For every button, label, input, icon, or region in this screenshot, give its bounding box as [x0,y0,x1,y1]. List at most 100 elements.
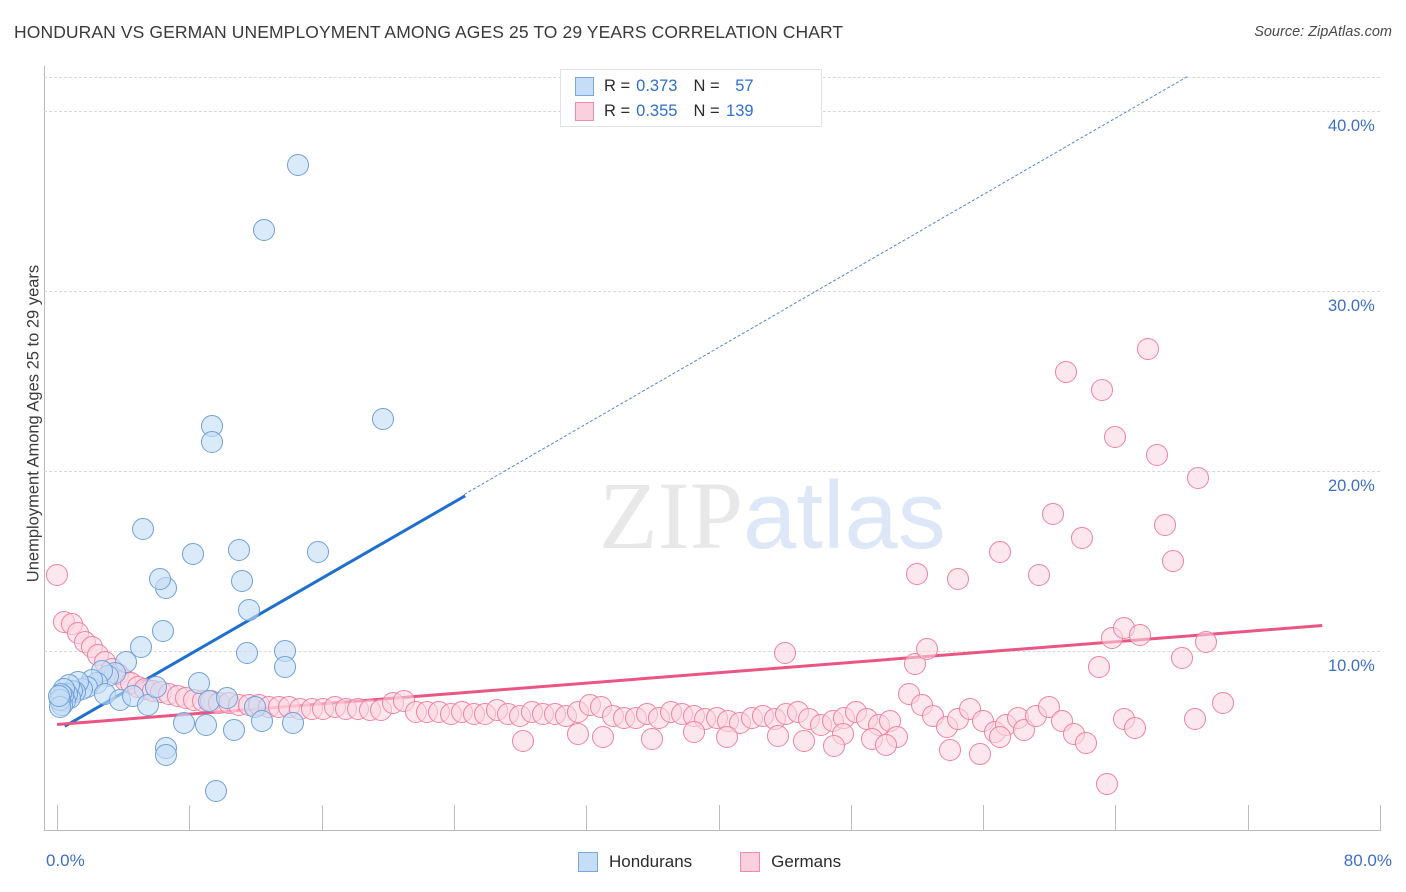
data-point-germans[interactable] [512,730,535,752]
data-point-germans[interactable] [1054,361,1077,383]
stats-r-label-germans: R = [604,102,631,120]
data-point-germans[interactable] [1211,692,1234,715]
data-point-hondurans[interactable] [48,685,71,707]
data-point-hondurans[interactable] [151,620,174,643]
data-point-germans[interactable] [823,735,846,758]
legend-swatch-germans [740,852,761,872]
data-point-germans[interactable] [773,641,796,664]
data-point-hondurans[interactable] [287,154,310,176]
data-point-germans[interactable] [1129,623,1152,646]
data-point-germans[interactable] [874,733,897,756]
data-point-germans[interactable] [591,726,614,749]
data-point-hondurans[interactable] [155,744,178,767]
x-tick-8 [189,805,191,831]
watermark-zip: ZIP [599,462,743,569]
data-point-germans[interactable] [1170,647,1193,670]
data-point-germans[interactable] [968,742,991,765]
data-point-germans[interactable] [988,726,1011,749]
data-point-germans[interactable] [1091,379,1114,401]
data-point-germans[interactable] [1137,337,1160,360]
x-tick-80 [1380,805,1381,831]
data-point-hondurans[interactable] [145,676,168,698]
legend-swatch-hondurans [578,852,598,872]
data-point-hondurans[interactable] [131,517,154,540]
y-tick-label-10: 10.0% [1328,657,1375,675]
data-point-germans[interactable] [1187,467,1210,490]
data-point-germans[interactable] [1104,425,1127,448]
data-point-hondurans[interactable] [216,686,239,709]
data-point-hondurans[interactable] [307,541,330,563]
stats-r-value-hondurans: 0.373 [636,77,678,95]
x-tick-56 [983,805,985,831]
data-point-germans[interactable] [939,739,962,761]
data-point-hondurans[interactable] [201,431,224,454]
stats-n-label-hondurans: N = [693,77,720,95]
data-point-hondurans[interactable] [231,569,254,592]
data-point-hondurans[interactable] [194,713,217,736]
watermark-atlas: atlas [743,462,946,569]
x-tick-32 [586,805,588,831]
data-point-germans[interactable] [715,726,738,749]
trendline-hondurans-extension [463,76,1187,496]
data-point-hondurans[interactable] [148,568,171,590]
data-point-germans[interactable] [1028,564,1051,587]
data-point-hondurans[interactable] [274,656,297,679]
data-point-germans[interactable] [1041,503,1064,526]
correlation-stats-box: R = 0.373 N = 57 R = 0.355 N = 139 [560,69,822,127]
x-tick-64 [1115,805,1117,831]
data-point-hondurans[interactable] [237,598,260,621]
chart-title: HONDURAN VS GERMAN UNEMPLOYMENT AMONG AG… [14,22,844,42]
data-point-hondurans[interactable] [227,539,250,562]
stats-row-germans: R = 0.355 N = 139 [575,102,754,121]
data-point-hondurans[interactable] [222,719,245,742]
legend-item-hondurans[interactable]: Hondurans [578,852,692,872]
data-point-hondurans[interactable] [252,218,275,241]
data-point-germans[interactable] [1195,631,1218,653]
legend-label-germans: Germans [771,852,842,871]
data-point-germans[interactable] [767,724,790,747]
stats-n-value-germans: 139 [726,102,754,120]
stats-n-label-germans: N = [693,102,720,120]
data-point-germans[interactable] [1071,526,1094,549]
data-point-germans[interactable] [793,730,816,752]
data-point-germans[interactable] [1096,773,1119,796]
chart-legend: Hondurans Germans [578,852,889,872]
data-point-germans[interactable] [566,722,589,745]
y-tick-label-40: 40.0% [1328,117,1375,135]
data-point-germans[interactable] [905,562,928,585]
source-label: Source: ZipAtlas.com [1254,24,1392,40]
data-point-germans[interactable] [1145,443,1168,466]
x-tick-72 [1247,805,1249,831]
data-point-hondurans[interactable] [173,712,196,734]
data-point-germans[interactable] [1183,708,1206,731]
gridline-20 [44,471,1380,472]
data-point-germans[interactable] [947,568,970,590]
data-point-germans[interactable] [1124,717,1147,740]
x-tick-24 [453,805,455,831]
data-point-hondurans[interactable] [236,641,259,664]
x-axis-line [44,830,1380,831]
data-point-hondurans[interactable] [130,636,153,659]
data-point-germans[interactable] [988,541,1011,563]
data-point-germans[interactable] [682,721,705,743]
x-tick-48 [850,805,852,831]
y-tick-label-20: 20.0% [1328,477,1375,495]
data-point-germans[interactable] [641,728,664,751]
legend-item-germans[interactable]: Germans [740,852,841,872]
x-axis-min-label: 0.0% [46,851,85,870]
data-point-germans[interactable] [46,564,68,587]
data-point-hondurans[interactable] [282,712,305,734]
data-point-germans[interactable] [1162,550,1185,572]
x-tick-40 [718,805,720,831]
data-point-germans[interactable] [915,638,938,661]
plot-area: ZIPatlas [44,66,1381,831]
data-point-hondurans[interactable] [371,407,394,430]
data-point-germans[interactable] [1154,514,1176,536]
data-point-germans[interactable] [1074,731,1097,754]
stats-r-value-germans: 0.355 [636,102,678,120]
data-point-hondurans[interactable] [204,780,227,803]
data-point-hondurans[interactable] [251,710,274,733]
data-point-hondurans[interactable] [181,542,204,565]
data-point-germans[interactable] [1087,656,1110,679]
